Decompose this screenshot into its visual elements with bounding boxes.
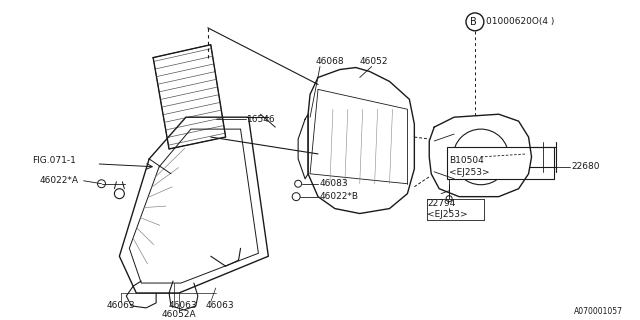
Text: 01000620O(4 ): 01000620O(4 ): [486, 17, 554, 26]
Text: 16546: 16546: [246, 115, 275, 124]
Text: <EJ253>: <EJ253>: [449, 168, 490, 177]
Text: FIG.071-1: FIG.071-1: [32, 156, 76, 165]
Text: A070001057: A070001057: [574, 307, 623, 316]
Text: 22680: 22680: [572, 162, 600, 171]
Text: 46083: 46083: [320, 179, 349, 188]
Text: <EJ253>: <EJ253>: [428, 210, 468, 219]
Text: B10504: B10504: [449, 156, 484, 165]
Text: 46063: 46063: [206, 301, 234, 310]
Text: 46052A: 46052A: [161, 310, 196, 319]
Text: 22794: 22794: [428, 199, 456, 208]
Text: 46068: 46068: [316, 57, 345, 66]
Text: B: B: [470, 17, 476, 27]
Text: 46063: 46063: [106, 301, 135, 310]
Bar: [447, 147, 554, 179]
Text: 46022*A: 46022*A: [40, 176, 79, 185]
Text: 46063: 46063: [169, 301, 198, 310]
Text: 46022*B: 46022*B: [320, 192, 359, 201]
Text: 46052: 46052: [360, 57, 388, 66]
